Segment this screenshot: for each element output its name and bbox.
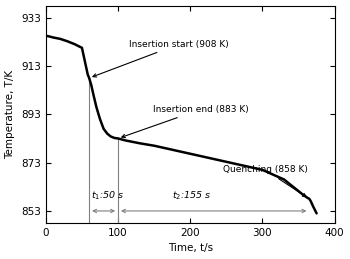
- Text: $t_2$:155 s: $t_2$:155 s: [172, 190, 211, 203]
- Text: $t_1$:50 s: $t_1$:50 s: [91, 190, 125, 203]
- Y-axis label: Temperature, T/K: Temperature, T/K: [6, 70, 15, 159]
- X-axis label: Time, t/s: Time, t/s: [168, 243, 213, 254]
- Text: Insertion start (908 K): Insertion start (908 K): [93, 40, 229, 77]
- Text: Insertion end (883 K): Insertion end (883 K): [122, 105, 248, 138]
- Text: Quenching (858 K): Quenching (858 K): [223, 165, 308, 197]
